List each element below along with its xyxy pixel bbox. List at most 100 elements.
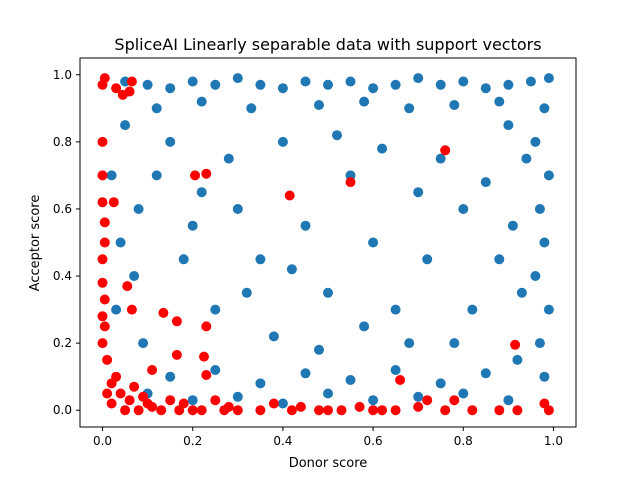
data-point-19 <box>543 73 554 84</box>
data-point-55 <box>345 375 356 385</box>
support-vector-point-29 <box>422 395 433 406</box>
data-point-24 <box>359 96 370 107</box>
data-point-14 <box>435 79 446 90</box>
support-vector-point-74 <box>99 237 110 248</box>
data-point-64 <box>129 271 140 281</box>
data-point-54 <box>300 368 311 379</box>
data-point-2 <box>165 83 176 94</box>
support-vector-point-3 <box>190 170 200 181</box>
data-point-60 <box>115 237 126 248</box>
x-tick-label-4: 0.8 <box>454 434 473 448</box>
support-vector-point-40 <box>323 405 333 416</box>
data-point-50 <box>503 395 514 406</box>
support-vector-point-57 <box>106 378 117 389</box>
data-point-52 <box>210 365 221 375</box>
support-vector-point-44 <box>232 405 243 416</box>
plot-area <box>79 57 577 428</box>
support-vector-point-4 <box>201 168 212 179</box>
data-point-23 <box>314 100 324 110</box>
support-vector-point-17 <box>117 89 128 100</box>
data-point-17 <box>503 79 514 90</box>
support-vector-point-39 <box>390 405 401 416</box>
data-point-94 <box>449 338 460 349</box>
data-point-57 <box>435 378 446 389</box>
support-vector-point-30 <box>449 395 460 406</box>
data-point-8 <box>300 76 311 87</box>
support-vector-point-36 <box>539 398 550 409</box>
data-point-90 <box>241 287 252 298</box>
support-vector-point-32 <box>467 405 478 416</box>
support-vector-point-65 <box>223 401 234 412</box>
support-vector-point-68 <box>336 405 347 416</box>
data-point-39 <box>507 220 518 231</box>
data-point-56 <box>390 365 401 375</box>
support-vector-point-42 <box>286 405 297 416</box>
support-vector-point-11 <box>97 338 108 349</box>
data-point-81 <box>467 304 478 315</box>
support-vector-point-62 <box>178 398 189 409</box>
support-vector-point-19 <box>126 304 137 315</box>
data-point-41 <box>503 120 514 131</box>
support-vector-point-26 <box>201 370 212 380</box>
data-point-92 <box>480 177 491 188</box>
support-vector-point-8 <box>97 254 108 265</box>
data-point-66 <box>232 204 243 214</box>
support-vector-point-7 <box>97 197 108 208</box>
data-point-46 <box>323 388 333 399</box>
support-vector-point-49 <box>133 405 144 416</box>
data-point-49 <box>458 388 469 399</box>
data-point-76 <box>277 136 288 147</box>
support-vector-point-59 <box>138 391 149 402</box>
y-axis-label: Acceptor score <box>28 195 43 292</box>
data-point-65 <box>138 338 149 349</box>
data-point-53 <box>255 378 266 389</box>
data-point-25 <box>404 103 415 114</box>
data-point-21 <box>196 96 207 107</box>
data-point-73 <box>413 187 424 198</box>
data-point-61 <box>106 170 117 181</box>
data-point-27 <box>494 96 505 107</box>
x-tick-label-2: 0.4 <box>273 434 292 448</box>
data-point-16 <box>480 83 491 94</box>
x-tick-label-0: 0.0 <box>93 434 112 448</box>
data-point-34 <box>543 170 554 181</box>
data-point-38 <box>516 287 527 298</box>
data-point-47 <box>368 395 379 406</box>
data-point-95 <box>165 136 176 147</box>
support-vector-point-23 <box>199 351 209 362</box>
support-vector-point-5 <box>97 136 108 147</box>
data-point-7 <box>277 83 288 94</box>
data-point-69 <box>323 287 333 298</box>
support-vector-point-60 <box>147 401 158 412</box>
data-point-37 <box>512 354 523 365</box>
support-vector-point-14 <box>111 83 122 94</box>
support-vector-point-46 <box>187 405 198 416</box>
support-vector-point-61 <box>165 395 176 406</box>
data-point-88 <box>196 187 207 198</box>
data-point-77 <box>332 130 342 141</box>
data-point-78 <box>377 143 388 154</box>
data-point-44 <box>232 391 243 402</box>
data-point-9 <box>323 79 333 90</box>
chart-title: SpliceAI Linearly separable data with su… <box>114 35 541 54</box>
data-point-45 <box>277 398 288 409</box>
support-vector-point-31 <box>440 405 451 416</box>
data-point-59 <box>111 304 122 315</box>
data-point-68 <box>300 220 311 231</box>
support-vector-point-18 <box>122 281 133 292</box>
data-point-72 <box>390 304 401 315</box>
data-point-71 <box>368 237 379 248</box>
data-point-3 <box>187 76 198 87</box>
support-vector-point-6 <box>97 170 108 181</box>
support-vector-point-25 <box>147 365 158 375</box>
data-point-22 <box>246 103 257 114</box>
support-vector-point-43 <box>255 405 266 416</box>
data-point-20 <box>151 103 162 114</box>
x-tick-label-3: 0.6 <box>364 434 383 448</box>
data-point-51 <box>165 371 176 382</box>
y-axis-ticks: 0.0 0.2 0.4 0.6 0.8 1.0 <box>53 68 80 417</box>
support-vector-point-75 <box>99 217 110 228</box>
support-vector-point-70 <box>413 401 424 412</box>
support-vector-point-20 <box>158 307 169 318</box>
